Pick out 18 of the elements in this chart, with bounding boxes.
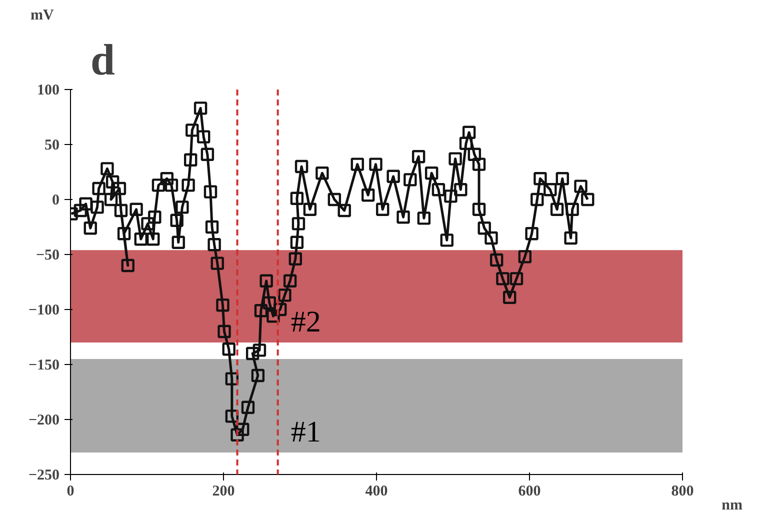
y-tick-label: −50	[36, 248, 60, 264]
y-tick-label: 0	[52, 192, 60, 208]
y-tick-label: −100	[28, 302, 60, 318]
x-axis-title: nm	[722, 498, 744, 514]
y-axis-title: mV	[30, 8, 54, 24]
y-tick-label: 100	[37, 82, 60, 98]
x-tick-label: 0	[66, 484, 74, 500]
y-tick-label: −200	[28, 412, 60, 428]
chart-title: d	[90, 36, 115, 84]
x-tick-label: 600	[518, 484, 541, 500]
band-label: #1	[290, 416, 321, 448]
x-tick-label: 800	[671, 484, 694, 500]
y-tick-label: −150	[28, 358, 60, 374]
x-tick-label: 200	[212, 484, 235, 500]
y-tick-label: −250	[28, 468, 60, 484]
band-label: #2	[290, 306, 321, 338]
y-tick-label: 50	[44, 138, 60, 154]
x-tick-label: 400	[365, 484, 388, 500]
